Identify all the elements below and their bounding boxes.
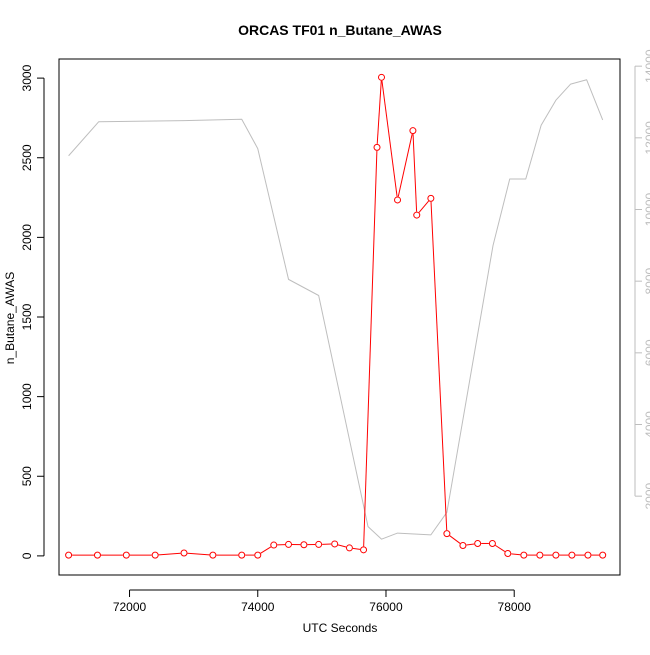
y-tick-label: 2000 bbox=[20, 224, 34, 251]
y-tick-label: 3000 bbox=[20, 64, 34, 91]
y2-tick-label: 14000 bbox=[643, 49, 650, 83]
y2-tick-label: 2000 bbox=[643, 482, 650, 509]
x-tick-label: 74000 bbox=[241, 600, 275, 614]
y2-tick-label: 4000 bbox=[643, 411, 650, 438]
y-tick-label: 2500 bbox=[20, 144, 34, 171]
x-tick-label: 76000 bbox=[369, 600, 403, 614]
x-tick-label: 78000 bbox=[498, 600, 532, 614]
y-tick-label: 0 bbox=[20, 552, 34, 559]
x-tick-label: 72000 bbox=[113, 600, 147, 614]
y2-tick-label: 10000 bbox=[643, 192, 650, 226]
y2-tick-label: 12000 bbox=[643, 121, 650, 155]
y-tick-label: 500 bbox=[20, 466, 34, 486]
chart-title: ORCAS TF01 n_Butane_AWAS bbox=[238, 22, 442, 38]
y2-tick-label: 6000 bbox=[643, 339, 650, 366]
y2-tick-label: 8000 bbox=[643, 267, 650, 294]
y-tick-label: 1000 bbox=[20, 383, 34, 410]
y-axis-label: n_Butane_AWAS bbox=[3, 272, 17, 365]
x-axis-label: UTC Seconds bbox=[303, 621, 378, 635]
y-tick-label: 1500 bbox=[20, 303, 34, 330]
